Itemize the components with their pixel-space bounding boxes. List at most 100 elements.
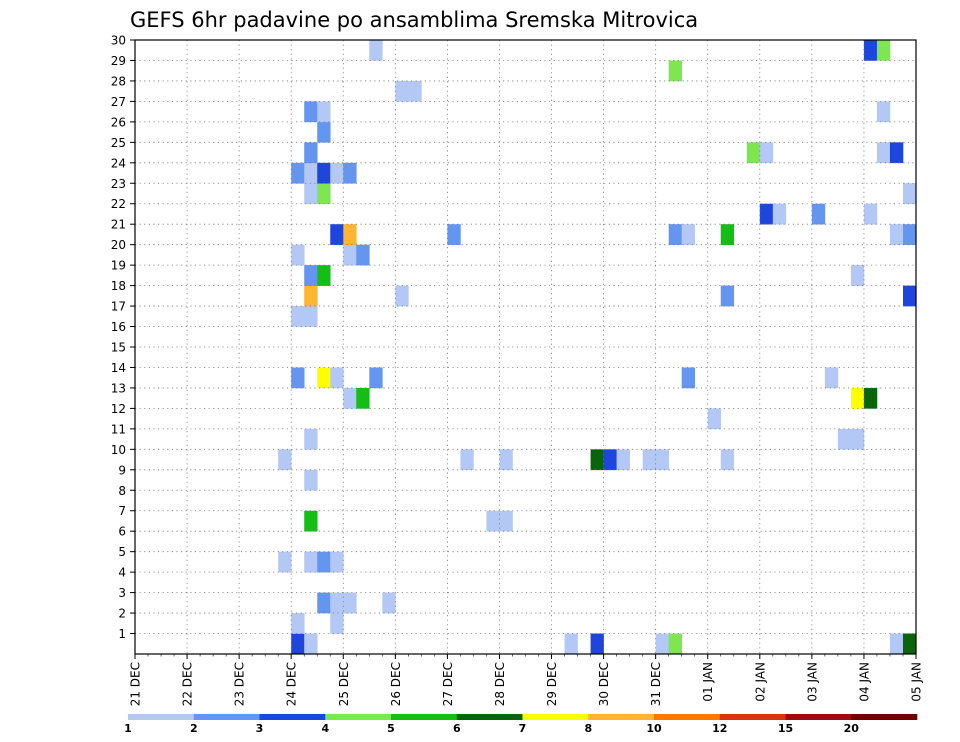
precip-cell — [902, 183, 917, 205]
precip-cell — [746, 142, 761, 164]
legend-swatch — [785, 714, 852, 720]
y-tick-label: 14 — [111, 361, 126, 375]
precip-cell — [850, 387, 865, 409]
precip-cell — [616, 449, 630, 471]
legend-label: 10 — [646, 722, 662, 735]
precip-cell — [655, 449, 669, 471]
precip-cell — [369, 40, 383, 61]
y-tick-label: 19 — [111, 259, 126, 273]
x-tick-label: 05 JAN — [910, 662, 924, 702]
legend-label: 5 — [387, 722, 395, 735]
legend-swatch — [522, 714, 589, 720]
y-tick-label: 30 — [111, 34, 126, 48]
precip-cell — [759, 203, 774, 225]
precip-cell — [889, 633, 904, 655]
x-tick-label: 02 JAN — [753, 662, 767, 702]
precip-cell — [447, 224, 461, 245]
precip-cell — [603, 449, 617, 471]
precip-cell — [291, 633, 305, 655]
precip-cell — [291, 244, 305, 266]
x-axis: 21 DEC 22 DEC 23 DEC 24 DEC 25 DEC 26 DEC 27 D… — [129, 654, 924, 706]
precip-cell — [317, 367, 331, 389]
precip-cell — [642, 449, 656, 471]
y-tick-label: 28 — [111, 74, 126, 88]
precip-cell — [343, 162, 357, 184]
precip-cell — [499, 449, 513, 471]
precip-cell — [304, 142, 318, 164]
x-tick-label: 04 JAN — [857, 662, 871, 702]
y-tick-label: 20 — [111, 238, 126, 252]
precip-cell — [876, 101, 891, 123]
precip-cell — [863, 40, 878, 61]
precip-cell — [590, 449, 604, 471]
y-tick-label: 2 — [118, 607, 126, 621]
y-tick-label: 18 — [111, 279, 126, 293]
precip-cell — [304, 285, 318, 307]
precip-cell — [824, 367, 839, 389]
x-tick-label: 22 DEC — [181, 662, 195, 706]
x-tick-label: 23 DEC — [233, 662, 247, 706]
x-tick-label: 21 DEC — [129, 662, 143, 706]
precip-cell — [317, 551, 331, 573]
precip-cell — [876, 40, 891, 61]
legend-swatch — [654, 714, 721, 720]
legend-label: 20 — [844, 722, 860, 735]
x-tick-label: 24 DEC — [285, 662, 299, 706]
x-tick-label: 28 DEC — [493, 662, 507, 706]
precip-cell — [304, 101, 318, 123]
legend-swatch — [588, 714, 655, 720]
precip-cell — [850, 265, 865, 286]
precip-cell — [707, 408, 722, 430]
y-tick-label: 16 — [111, 320, 126, 334]
legend-swatch — [259, 714, 326, 720]
legend-swatch — [851, 714, 918, 720]
precip-cell — [304, 469, 318, 491]
precip-cell — [356, 387, 370, 409]
legend-swatch — [325, 714, 392, 720]
gridlines — [135, 40, 916, 654]
precip-cell — [317, 101, 331, 123]
precip-cell — [720, 449, 735, 471]
legend-swatch — [456, 714, 523, 720]
y-tick-label: 3 — [118, 586, 126, 600]
y-tick-label: 27 — [111, 95, 126, 109]
color-legend: 1 2 3 4 5 6 7 8 10 12 15 20 — [124, 714, 918, 735]
precip-cell — [330, 162, 344, 184]
legend-label: 3 — [256, 722, 264, 735]
precip-cell — [317, 265, 331, 286]
y-tick-label: 13 — [111, 381, 126, 395]
precip-cell — [330, 613, 344, 634]
y-tick-label: 17 — [111, 300, 126, 314]
precip-cell — [304, 265, 318, 286]
precip-cell — [681, 224, 696, 245]
precip-cell — [772, 203, 787, 225]
legend-swatch — [391, 714, 458, 720]
precip-cell — [889, 142, 904, 164]
legend-swatch — [193, 714, 260, 720]
precip-cell — [330, 592, 344, 614]
y-tick-label: 10 — [111, 443, 126, 457]
precip-cell — [317, 592, 331, 614]
precip-cell — [655, 633, 669, 655]
precip-cell — [304, 510, 318, 532]
precip-cell — [369, 367, 383, 389]
precip-cell — [902, 633, 917, 655]
precip-cell — [408, 80, 422, 102]
precip-cell — [668, 224, 682, 245]
precip-cell — [499, 510, 513, 532]
y-tick-label: 7 — [118, 504, 126, 518]
x-tick-label: 25 DEC — [337, 662, 351, 706]
precip-cell — [291, 306, 305, 327]
legend-label: 4 — [321, 722, 329, 735]
y-tick-label: 25 — [111, 136, 126, 150]
precip-cell — [304, 428, 318, 450]
legend-label: 1 — [124, 722, 132, 735]
plot-frame — [134, 39, 917, 655]
y-tick-label: 9 — [118, 463, 126, 477]
precip-cell — [343, 592, 357, 614]
precip-cell — [720, 224, 735, 245]
precip-cell — [382, 592, 396, 614]
data-cells — [278, 40, 917, 655]
precip-cell — [330, 224, 344, 245]
y-tick-label: 5 — [118, 545, 126, 559]
